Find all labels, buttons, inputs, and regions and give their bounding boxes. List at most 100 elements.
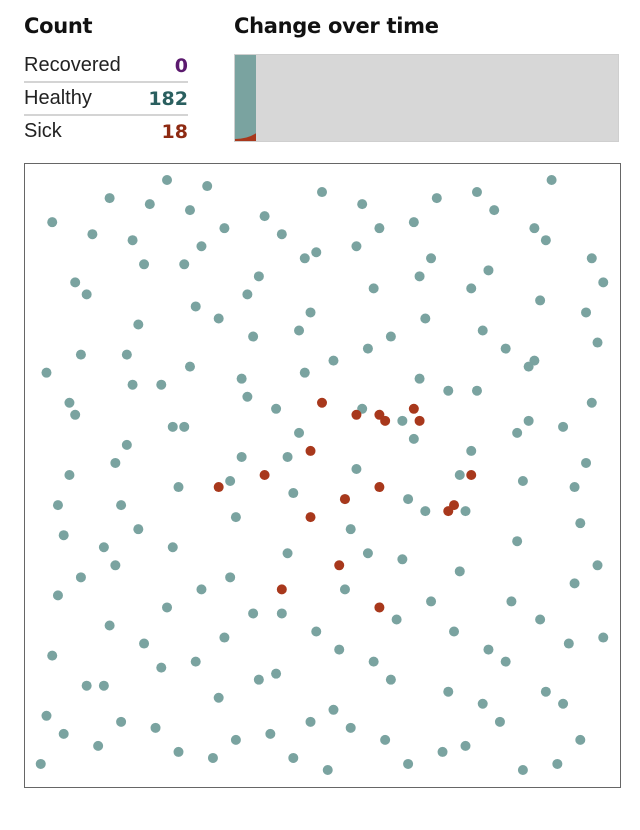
- healthy-person-dot: [403, 494, 414, 505]
- healthy-person-dot: [523, 415, 534, 426]
- healthy-person-dot: [558, 421, 569, 432]
- change-sick-area: [235, 133, 256, 141]
- healthy-person-dot: [167, 421, 178, 432]
- healthy-person-dot: [52, 500, 63, 511]
- healthy-person-dot: [374, 223, 385, 234]
- healthy-person-dot: [494, 716, 505, 727]
- healthy-person-dot: [225, 572, 236, 583]
- healthy-person-dot: [581, 307, 592, 318]
- healthy-person-dot: [471, 187, 482, 198]
- healthy-person-dot: [523, 361, 534, 372]
- healthy-person-dot: [569, 578, 580, 589]
- sick-person-dot: [374, 602, 385, 613]
- healthy-person-dot: [167, 542, 178, 553]
- healthy-person-dot: [271, 403, 282, 414]
- healthy-person-dot: [575, 518, 586, 529]
- healthy-person-dot: [426, 596, 437, 607]
- healthy-person-dot: [540, 686, 551, 697]
- healthy-person-dot: [259, 211, 270, 222]
- healthy-person-dot: [420, 506, 431, 517]
- healthy-person-dot: [385, 674, 396, 685]
- healthy-person-dot: [512, 536, 523, 547]
- healthy-person-dot: [477, 325, 488, 336]
- healthy-person-dot: [41, 367, 52, 378]
- sick-person-dot: [305, 445, 316, 456]
- healthy-person-dot: [322, 764, 333, 775]
- healthy-label: Healthy: [24, 87, 92, 109]
- healthy-person-dot: [276, 608, 287, 619]
- healthy-person-dot: [294, 427, 305, 438]
- healthy-person-dot: [47, 650, 58, 661]
- healthy-person-dot: [500, 656, 511, 667]
- healthy-person-dot: [437, 746, 448, 757]
- healthy-person-dot: [362, 548, 373, 559]
- healthy-person-dot: [162, 175, 173, 186]
- healthy-person-dot: [156, 379, 167, 390]
- healthy-person-dot: [225, 476, 236, 487]
- healthy-person-dot: [282, 548, 293, 559]
- healthy-person-dot: [127, 379, 138, 390]
- healthy-person-dot: [575, 734, 586, 745]
- sick-person-dot: [317, 397, 327, 408]
- healthy-person-dot: [81, 680, 92, 691]
- healthy-person-dot: [368, 283, 379, 294]
- healthy-person-dot: [156, 662, 167, 673]
- healthy-person-dot: [368, 656, 379, 667]
- healthy-person-dot: [248, 331, 259, 342]
- healthy-person-dot: [563, 638, 574, 649]
- sick-value: 18: [161, 120, 188, 143]
- healthy-person-dot: [75, 572, 86, 583]
- healthy-person-dot: [282, 451, 293, 462]
- healthy-person-dot: [127, 235, 138, 246]
- healthy-person-dot: [196, 241, 207, 252]
- healthy-person-dot: [598, 632, 609, 643]
- sick-person-dot: [408, 403, 419, 414]
- healthy-person-dot: [362, 343, 373, 354]
- change-healthy-area: [235, 55, 256, 141]
- healthy-person-dot: [305, 307, 316, 318]
- healthy-person-dot: [196, 584, 207, 595]
- healthy-person-dot: [58, 530, 69, 541]
- healthy-person-dot: [35, 758, 46, 769]
- healthy-person-dot: [230, 734, 241, 745]
- sick-label: Sick: [24, 120, 62, 142]
- healthy-person-dot: [552, 758, 563, 769]
- sick-person-dot: [466, 470, 477, 480]
- healthy-person-dot: [133, 319, 144, 330]
- healthy-person-dot: [483, 644, 494, 655]
- healthy-person-dot: [391, 614, 402, 625]
- sick-person-dot: [276, 584, 287, 595]
- healthy-person-dot: [64, 470, 75, 480]
- healthy-person-dot: [345, 524, 356, 535]
- healthy-person-dot: [93, 740, 104, 751]
- healthy-person-dot: [328, 704, 339, 715]
- healthy-person-dot: [483, 265, 494, 276]
- healthy-person-dot: [414, 373, 425, 384]
- healthy-person-dot: [81, 289, 92, 300]
- healthy-person-dot: [271, 668, 282, 679]
- healthy-person-dot: [190, 656, 201, 667]
- healthy-person-dot: [426, 253, 437, 264]
- healthy-person-dot: [443, 385, 454, 396]
- healthy-person-dot: [586, 397, 597, 408]
- healthy-person-dot: [311, 247, 322, 258]
- healthy-person-dot: [535, 295, 546, 306]
- healthy-person-dot: [317, 187, 327, 198]
- healthy-person-dot: [471, 385, 482, 396]
- healthy-person-dot: [202, 181, 213, 192]
- healthy-person-dot: [299, 367, 310, 378]
- healthy-person-dot: [466, 445, 477, 456]
- healthy-person-dot: [139, 638, 150, 649]
- simulation-scatter: [35, 175, 609, 775]
- recovered-value: 0: [174, 54, 188, 77]
- healthy-person-dot: [47, 217, 58, 228]
- change-over-time-area: [235, 55, 256, 141]
- healthy-person-dot: [253, 674, 264, 685]
- healthy-person-dot: [592, 560, 603, 571]
- healthy-person-dot: [179, 259, 190, 270]
- healthy-person-dot: [184, 361, 195, 372]
- simulation-area: [24, 163, 621, 788]
- healthy-person-dot: [179, 421, 190, 432]
- healthy-person-dot: [98, 542, 109, 553]
- healthy-person-dot: [288, 752, 299, 763]
